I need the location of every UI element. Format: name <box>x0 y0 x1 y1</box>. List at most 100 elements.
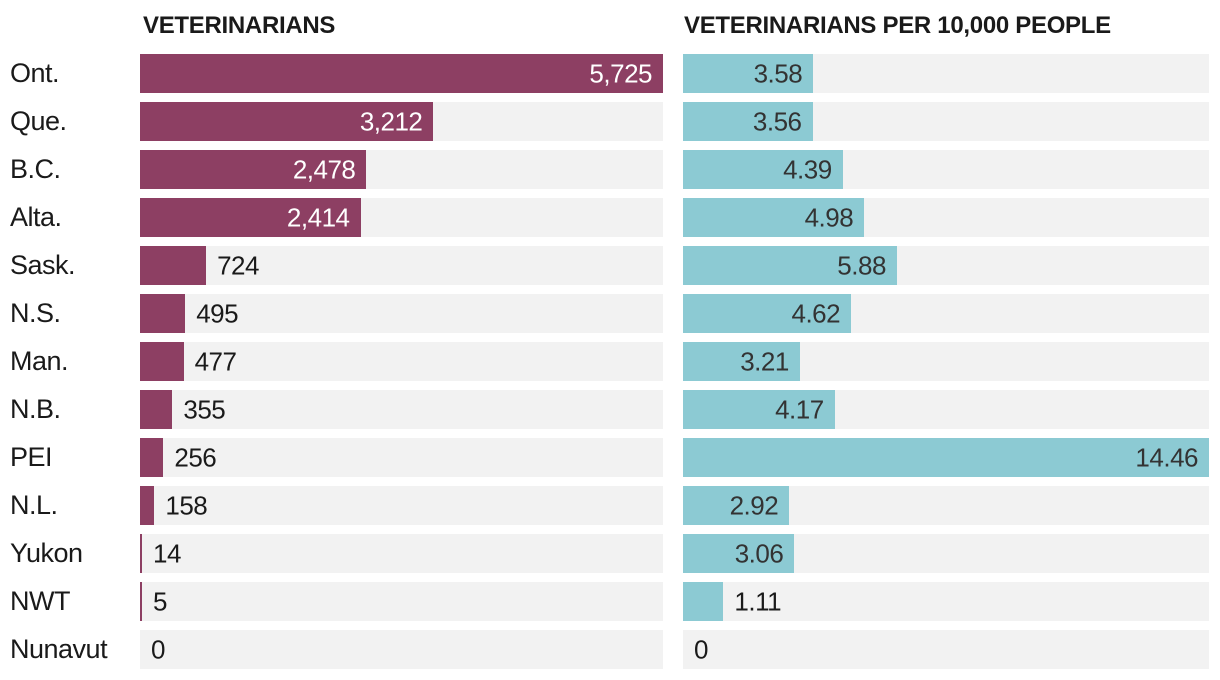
bar-value-label: 355 <box>183 394 226 424</box>
chart-row: Yukon 14 3.06 <box>0 534 1220 573</box>
left-chart-title: VETERINARIANS <box>143 12 336 39</box>
row-label: Ont. <box>10 58 60 88</box>
count-bar <box>140 54 663 93</box>
count-bar <box>140 438 164 477</box>
rate-bar <box>683 54 814 93</box>
count-bar-track: 2,478 <box>140 150 663 189</box>
row-label: Sask. <box>10 250 76 280</box>
chart-rows: Ont. 5,725 3.58 Que. 3,212 3.56 B.C. 2,478 4.39 A… <box>0 54 1220 669</box>
bar-value-label: 0 <box>151 634 165 664</box>
rate-bar <box>683 246 897 285</box>
count-bar-track: 724 <box>140 246 663 285</box>
rate-bar-track: 5.88 <box>683 246 1209 285</box>
row-label: N.L. <box>10 490 58 520</box>
rate-bar-track: 3.06 <box>683 534 1209 573</box>
row-label: Alta. <box>10 202 62 232</box>
rate-bar-track: 2.92 <box>683 486 1209 525</box>
chart-row: NWT 5 1.11 <box>0 582 1220 621</box>
rate-bar-track: 14.46 <box>683 438 1209 477</box>
row-label: Man. <box>10 346 69 376</box>
count-bar <box>140 390 173 429</box>
count-bar-track: 14 <box>140 534 663 573</box>
bar-value-label: 3.58 <box>753 58 803 88</box>
bar-value-label: 3.06 <box>734 538 784 568</box>
count-bar <box>140 198 361 237</box>
chart-row: Ont. 5,725 3.58 <box>0 54 1220 93</box>
rate-bar <box>683 534 795 573</box>
bar-value-label: 2.92 <box>729 490 779 520</box>
rate-bar-track: 3.56 <box>683 102 1209 141</box>
rate-bar-track: 4.98 <box>683 198 1209 237</box>
chart-row: Sask. 724 5.88 <box>0 246 1220 285</box>
bar-value-label: 5.88 <box>837 250 886 280</box>
rate-bar <box>683 102 813 141</box>
chart-row: PEI 256 14.46 <box>0 438 1220 477</box>
count-bar-track: 2,414 <box>140 198 663 237</box>
count-bar <box>140 582 142 621</box>
count-bar-track: 256 <box>140 438 663 477</box>
rate-bar-track: 4.17 <box>683 390 1209 429</box>
rate-bar <box>683 294 852 333</box>
count-bar-track: 3,212 <box>140 102 663 141</box>
count-bar <box>140 342 184 381</box>
rate-bar <box>683 582 724 621</box>
count-bar-track: 355 <box>140 390 663 429</box>
rate-bar <box>683 390 835 429</box>
row-label: Que. <box>10 106 67 136</box>
rate-bar-track: 3.58 <box>683 54 1209 93</box>
chart-row: Que. 3,212 3.56 <box>0 102 1220 141</box>
bar-value-label: 2,478 <box>292 154 356 184</box>
chart-row: N.B. 355 4.17 <box>0 390 1220 429</box>
bar-value-label: 4.17 <box>775 394 824 424</box>
count-bar-track: 5 <box>140 582 663 621</box>
bar-value-label: 477 <box>194 346 237 376</box>
count-bar-track: 5,725 <box>140 54 663 93</box>
row-label: NWT <box>10 586 70 616</box>
right-chart-title: VETERINARIANS PER 10,000 PEOPLE <box>684 12 1111 39</box>
chart-row: Alta. 2,414 4.98 <box>0 198 1220 237</box>
bar-value-label: 3.56 <box>752 106 802 136</box>
bar-value-label: 14 <box>153 538 181 568</box>
count-bar <box>140 486 155 525</box>
bar-value-label: 0 <box>694 634 708 664</box>
chart-row: Man. 477 3.21 <box>0 342 1220 381</box>
bar-value-label: 4.39 <box>783 154 832 184</box>
bar-value-label: 256 <box>174 442 217 472</box>
bar-value-label: 724 <box>217 250 259 280</box>
chart-row: Nunavut 0 0 <box>0 630 1220 669</box>
row-label: Nunavut <box>10 634 108 664</box>
bar-value-label: 4.62 <box>791 298 841 328</box>
chart-row: N.L. 158 2.92 <box>0 486 1220 525</box>
row-label: N.B. <box>10 394 61 424</box>
rate-bar <box>683 150 843 189</box>
rate-bar-track: 4.62 <box>683 294 1209 333</box>
rate-bar <box>683 486 790 525</box>
bar-value-label: 158 <box>165 490 208 520</box>
row-label: B.C. <box>10 154 61 184</box>
count-bar <box>140 246 207 285</box>
rate-bar <box>683 342 800 381</box>
bar-value-label: 5,725 <box>589 58 652 88</box>
bar-value-label: 14.46 <box>1135 442 1198 472</box>
bar-value-label: 1.11 <box>734 586 782 616</box>
chart-row: B.C. 2,478 4.39 <box>0 150 1220 189</box>
bar-value-label: 2,414 <box>286 202 350 232</box>
rate-bar-track: 4.39 <box>683 150 1209 189</box>
bar-value-label: 4.98 <box>804 202 854 232</box>
bar-value-label: 3,212 <box>359 106 423 136</box>
row-label: N.S. <box>10 298 61 328</box>
count-bar <box>140 294 186 333</box>
rate-bar <box>683 438 1209 477</box>
count-bar-track: 495 <box>140 294 663 333</box>
bar-value-label: 3.21 <box>740 346 789 376</box>
row-label: PEI <box>10 442 53 472</box>
count-bar <box>140 534 142 573</box>
rate-bar <box>683 198 865 237</box>
row-label: Yukon <box>10 538 83 568</box>
bar-value-label: 495 <box>196 298 239 328</box>
bar-value-label: 5 <box>153 586 167 616</box>
count-bar-track: 158 <box>140 486 663 525</box>
rate-bar-track: 3.21 <box>683 342 1209 381</box>
count-bar <box>140 150 367 189</box>
